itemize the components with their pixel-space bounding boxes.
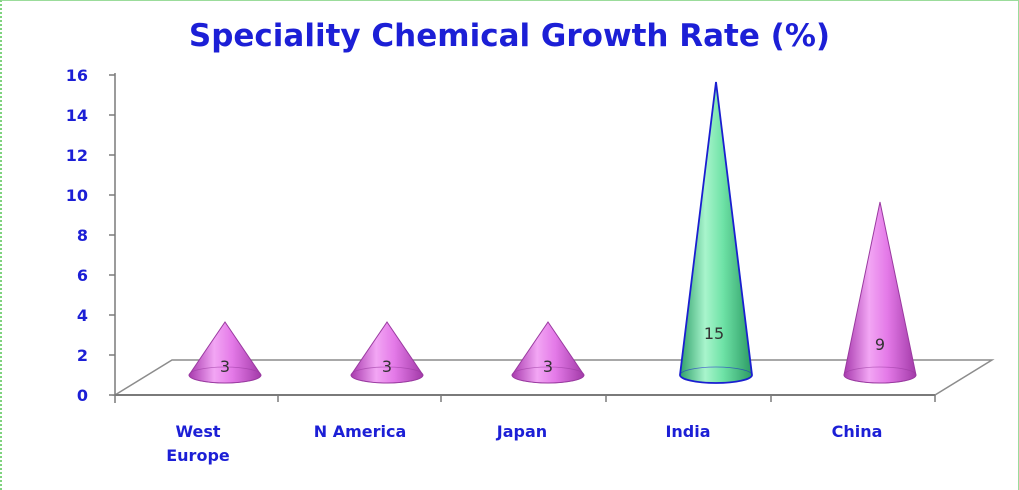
cone-base [511,366,585,384]
y-tick-label: 16 [66,66,88,85]
y-tick-label: 10 [66,186,88,205]
cone-west-europe: 3 [188,321,262,384]
x-tick-label: China [832,422,883,441]
cone-japan: 3 [511,321,585,384]
x-axis: West Europe N America Japan India China [166,422,882,465]
y-tick-label: 8 [77,226,88,245]
y-tick-label: 4 [77,306,88,325]
y-tick-label: 12 [66,146,88,165]
cone-n-america: 3 [350,321,424,384]
data-label: 15 [704,324,724,343]
cone-body [843,201,917,384]
cone-india: 15 [679,81,753,384]
x-tick-label: India [665,422,710,441]
cone-base [679,366,753,384]
data-label: 9 [875,335,885,354]
y-tick-label: 14 [66,106,88,125]
cones: 3 3 3 15 9 [188,81,917,384]
y-tick-label: 2 [77,346,88,365]
data-label: 3 [382,357,392,376]
data-label: 3 [220,357,230,376]
chart-title: Speciality Chemical Growth Rate (%) [188,18,831,54]
cone-base [350,366,424,384]
y-tick-label: 0 [77,386,88,405]
y-axis: 0 2 4 6 8 10 12 14 16 [66,66,936,405]
x-tick-label: West Europe [166,422,230,465]
cone-base [188,366,262,384]
x-tick-label: Japan [496,422,547,441]
x-tick-label: N America [314,422,407,441]
data-label: 3 [543,357,553,376]
cone-base [843,366,917,384]
y-tick-label: 6 [77,266,88,285]
cone-china: 9 [843,201,917,384]
